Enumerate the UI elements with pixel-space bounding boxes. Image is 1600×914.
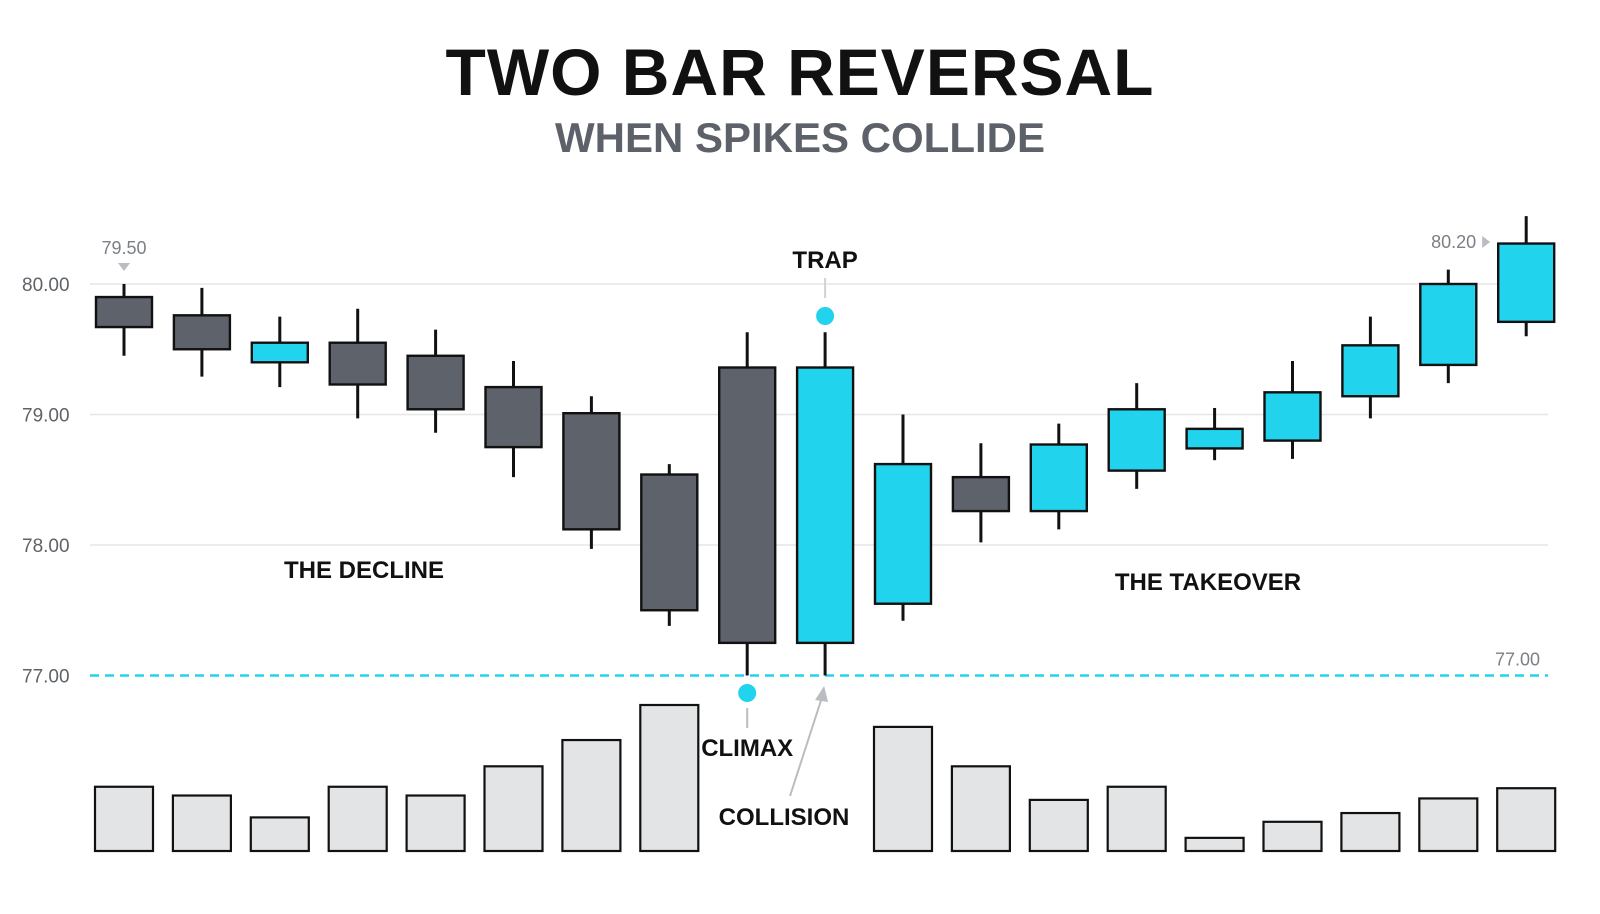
annotation-the-decline: THE DECLINE <box>284 557 444 584</box>
candle <box>1263 360 1322 459</box>
trap-marker-dot <box>816 307 835 325</box>
candle-body <box>250 341 310 364</box>
support-line-layer: 77.00 <box>90 650 1548 677</box>
y-tick-label: 80.00 <box>22 275 70 296</box>
candle-body <box>718 366 777 645</box>
collision-leader <box>789 693 825 797</box>
price-callout-right: 80.20 <box>1431 232 1476 252</box>
candles <box>94 216 1556 676</box>
y-tick-label: 77.00 <box>22 667 70 688</box>
support-label: 77.00 <box>1495 650 1540 670</box>
volume-bar <box>405 794 466 853</box>
candle <box>172 287 232 377</box>
climax-marker-dot <box>738 684 757 702</box>
volume-bar <box>1340 811 1401 853</box>
volume-bar <box>1262 820 1323 853</box>
y-tick-label: 78.00 <box>22 536 70 557</box>
callout-arrow-down-icon <box>118 263 130 271</box>
candle <box>1419 269 1478 384</box>
candle <box>1185 407 1244 461</box>
volume-bar <box>872 725 934 853</box>
candle-body <box>94 295 154 329</box>
y-tick-label: 79.00 <box>22 406 70 427</box>
candle-body <box>406 354 465 411</box>
candle <box>951 443 1011 543</box>
chart-subtitle: WHEN SPIKES COLLIDE <box>554 114 1046 161</box>
callout-arrow-right-icon <box>1482 236 1491 248</box>
candle-body <box>795 366 855 645</box>
volume-bar <box>327 785 388 853</box>
candle-body <box>1263 391 1322 442</box>
y-axis-ticks: 80.00 79.00 78.00 77.00 <box>22 275 70 688</box>
volume-bar <box>561 738 622 853</box>
volume-bar <box>1184 836 1245 853</box>
chart-title: TWO BAR REVERSAL <box>445 35 1155 109</box>
volume-bar <box>171 794 232 853</box>
candle <box>1341 316 1400 419</box>
candle <box>1496 216 1556 337</box>
volume-bar <box>1418 797 1479 853</box>
candle <box>406 329 465 433</box>
candle <box>795 332 855 676</box>
candle <box>328 308 387 419</box>
candle <box>94 284 154 356</box>
candle-body <box>1419 282 1478 367</box>
annotations: 79.50 80.20 TRAP CLIMAX COLLISION THE DECLINE… <box>101 232 1491 831</box>
candle-body <box>172 314 232 351</box>
candle-body <box>484 385 543 449</box>
candle-body <box>1185 427 1244 450</box>
candle <box>718 332 777 676</box>
candle <box>562 396 621 549</box>
annotation-collision: COLLISION <box>719 804 850 831</box>
candle-body <box>328 341 387 386</box>
candle-body <box>1029 443 1089 513</box>
volume-bar <box>93 785 155 853</box>
candle-body <box>1341 344 1400 398</box>
volume-bar <box>1028 798 1089 853</box>
volume-bar <box>1496 787 1557 853</box>
volume-bar <box>249 816 310 853</box>
annotation-trap: TRAP <box>792 247 857 274</box>
price-callout-left: 79.50 <box>101 238 146 258</box>
candle-body <box>562 411 621 531</box>
candle <box>1029 423 1089 530</box>
candle <box>484 360 543 478</box>
collision-arrow-icon <box>815 686 829 702</box>
candle <box>250 316 310 388</box>
candle <box>873 414 933 621</box>
volume-bar <box>483 765 544 853</box>
candle-body <box>640 473 699 612</box>
candle-body <box>1107 408 1166 472</box>
volume-bars <box>93 703 1557 853</box>
candle <box>1107 383 1166 489</box>
annotation-the-takeover: THE TAKEOVER <box>1115 569 1301 596</box>
candle-body <box>1496 242 1556 324</box>
candle-body <box>951 475 1011 513</box>
annotation-climax: CLIMAX <box>701 735 793 762</box>
candle-body <box>873 462 933 605</box>
volume-bar <box>639 703 700 853</box>
candle <box>640 464 699 626</box>
volume-bar <box>950 765 1012 853</box>
volume-bar <box>1106 785 1167 853</box>
